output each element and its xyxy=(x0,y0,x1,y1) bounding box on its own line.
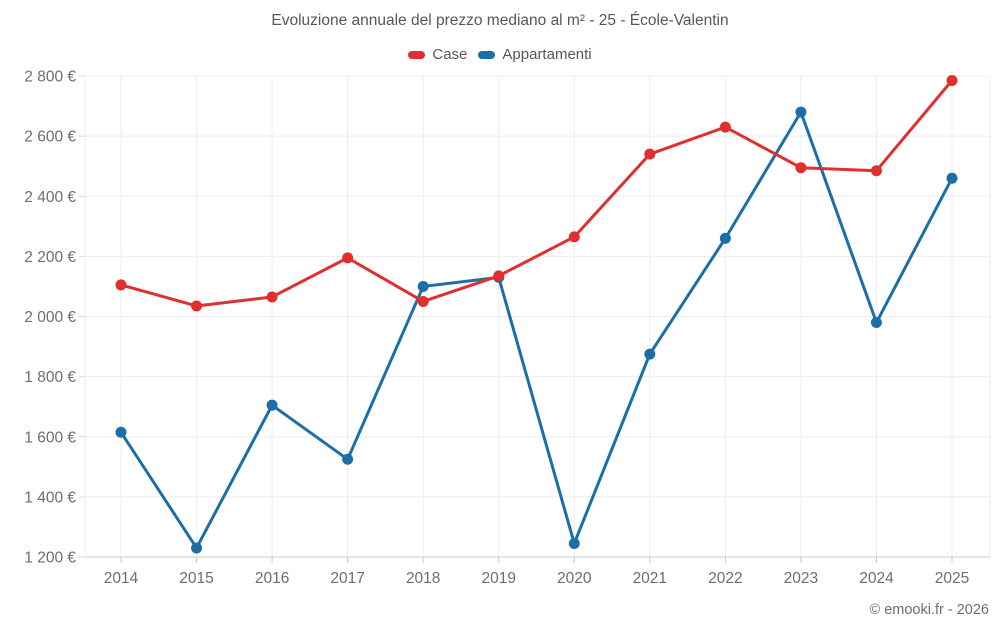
x-axis-label: 2023 xyxy=(784,570,818,587)
x-axis-label: 2024 xyxy=(859,570,894,587)
legend: Case Appartamenti xyxy=(0,46,1000,63)
data-point-case-2022[interactable] xyxy=(719,121,731,133)
data-point-case-2017[interactable] xyxy=(342,252,354,264)
attribution-text: © emooki.fr - 2026 xyxy=(869,602,989,618)
x-axis-label: 2015 xyxy=(179,570,213,587)
x-axis-label: 2019 xyxy=(481,570,515,587)
data-point-appartamenti-2024[interactable] xyxy=(870,317,882,329)
data-point-appartamenti-2015[interactable] xyxy=(191,542,203,554)
data-point-case-2019[interactable] xyxy=(493,270,505,282)
x-axis-label: 2025 xyxy=(935,570,969,587)
data-point-case-2024[interactable] xyxy=(870,165,882,177)
data-point-appartamenti-2025[interactable] xyxy=(946,172,958,184)
data-point-appartamenti-2017[interactable] xyxy=(342,453,354,465)
data-point-case-2015[interactable] xyxy=(191,300,203,312)
appartamenti-color-swatch xyxy=(478,50,496,59)
y-axis-label: 2 800 € xyxy=(24,69,76,86)
data-point-case-2016[interactable] xyxy=(266,291,278,303)
legend-label-case: Case xyxy=(432,46,468,63)
x-axis-label: 2020 xyxy=(557,570,592,587)
data-point-appartamenti-2014[interactable] xyxy=(115,426,127,438)
data-point-case-2014[interactable] xyxy=(115,279,127,291)
data-point-case-2025[interactable] xyxy=(946,75,958,87)
data-point-appartamenti-2022[interactable] xyxy=(719,232,731,244)
y-axis-label: 1 400 € xyxy=(24,489,76,506)
y-axis-label: 2 600 € xyxy=(24,129,76,146)
data-point-appartamenti-2016[interactable] xyxy=(266,399,278,411)
y-axis-label: 2 200 € xyxy=(24,249,76,266)
y-axis-label: 1 200 € xyxy=(24,550,76,567)
y-axis-label: 1 800 € xyxy=(24,369,76,386)
x-axis-label: 2016 xyxy=(255,570,289,587)
data-point-case-2018[interactable] xyxy=(417,295,429,307)
legend-label-appartamenti: Appartamenti xyxy=(502,46,592,63)
y-axis-label: 1 600 € xyxy=(24,429,76,446)
legend-item-appartamenti[interactable]: Appartamenti xyxy=(478,46,592,63)
data-point-appartamenti-2018[interactable] xyxy=(417,280,429,292)
legend-item-case[interactable]: Case xyxy=(408,46,467,63)
y-axis-label: 2 000 € xyxy=(24,309,76,326)
case-color-swatch xyxy=(408,50,426,59)
y-axis-label: 2 400 € xyxy=(24,189,76,206)
x-axis-label: 2022 xyxy=(708,570,742,587)
data-point-case-2021[interactable] xyxy=(644,148,656,160)
x-axis-label: 2018 xyxy=(406,570,440,587)
data-point-case-2023[interactable] xyxy=(795,162,807,174)
series-line-appartamenti xyxy=(119,110,954,550)
x-axis-label: 2017 xyxy=(330,570,364,587)
series-line-case xyxy=(119,79,954,308)
data-point-case-2020[interactable] xyxy=(568,231,580,243)
x-axis-label: 2014 xyxy=(104,570,139,587)
data-point-appartamenti-2020[interactable] xyxy=(568,537,580,549)
chart-title: Evoluzione annuale del prezzo mediano al… xyxy=(271,12,729,29)
data-point-appartamenti-2023[interactable] xyxy=(795,106,807,118)
data-point-appartamenti-2021[interactable] xyxy=(644,348,656,360)
x-axis-label: 2021 xyxy=(633,570,667,587)
